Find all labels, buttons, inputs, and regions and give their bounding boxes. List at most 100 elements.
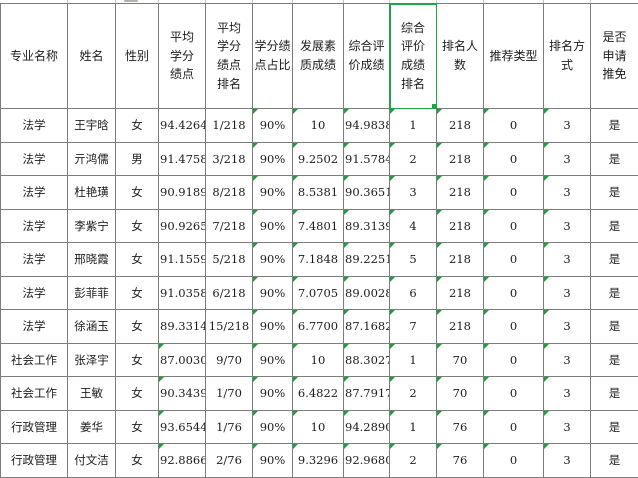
column-header-dev_score[interactable]: 发展素 质成绩	[293, 4, 344, 109]
cell-avg_gpa[interactable]: 93.6544	[159, 410, 206, 444]
cell-comp_score[interactable]: 88.3027	[344, 343, 390, 377]
cell-comp_score[interactable]: 90.3651	[344, 176, 390, 210]
cell-gpa_ratio[interactable]: 90%	[253, 243, 293, 277]
cell-name[interactable]: 杜艳璜	[68, 176, 116, 210]
cell-rank_method[interactable]: 3	[544, 343, 591, 377]
cell-comp_score[interactable]: 89.0028	[344, 276, 390, 310]
cell-avg_gpa[interactable]: 90.9265	[159, 209, 206, 243]
cell-gender[interactable]: 女	[116, 444, 159, 478]
cell-gpa_ratio[interactable]: 90%	[253, 109, 293, 143]
cell-rec_type[interactable]: 0	[484, 176, 544, 210]
cell-rec_type[interactable]: 0	[484, 377, 544, 411]
cell-apply_exempt[interactable]: 是	[591, 109, 638, 143]
cell-comp_score[interactable]: 89.3139	[344, 209, 390, 243]
cell-rec_type[interactable]: 0	[484, 310, 544, 344]
cell-gpa_ratio[interactable]: 90%	[253, 310, 293, 344]
cell-rank_method[interactable]: 3	[544, 209, 591, 243]
cell-major[interactable]: 行政管理	[1, 410, 68, 444]
cell-gpa_ratio[interactable]: 90%	[253, 142, 293, 176]
cell-rec_type[interactable]: 0	[484, 444, 544, 478]
cell-rank_method[interactable]: 3	[544, 410, 591, 444]
column-header-rec_type[interactable]: 推荐类型	[484, 4, 544, 109]
cell-gpa_ratio[interactable]: 90%	[253, 343, 293, 377]
cell-name[interactable]: 王宇晗	[68, 109, 116, 143]
cell-comp_rank[interactable]: 3	[390, 176, 437, 210]
cell-comp_rank[interactable]: 7	[390, 310, 437, 344]
cell-apply_exempt[interactable]: 是	[591, 310, 638, 344]
cell-comp_rank[interactable]: 6	[390, 276, 437, 310]
cell-dev_score[interactable]: 7.4801	[293, 209, 344, 243]
cell-major[interactable]: 法学	[1, 142, 68, 176]
cell-rank_count[interactable]: 218	[437, 109, 484, 143]
cell-avg_gpa_rank[interactable]: 15/218	[206, 310, 253, 344]
cell-comp_rank[interactable]: 1	[390, 109, 437, 143]
cell-avg_gpa[interactable]: 91.4758	[159, 142, 206, 176]
cell-avg_gpa_rank[interactable]: 1/218	[206, 109, 253, 143]
column-header-rank_count[interactable]: 排名人 数	[437, 4, 484, 109]
cell-comp_rank[interactable]: 1	[390, 410, 437, 444]
cell-gender[interactable]: 女	[116, 343, 159, 377]
cell-avg_gpa_rank[interactable]: 9/70	[206, 343, 253, 377]
cell-avg_gpa_rank[interactable]: 1/70	[206, 377, 253, 411]
cell-apply_exempt[interactable]: 是	[591, 343, 638, 377]
cell-avg_gpa[interactable]: 90.9189	[159, 176, 206, 210]
cell-gpa_ratio[interactable]: 90%	[253, 377, 293, 411]
cell-avg_gpa[interactable]: 92.8866	[159, 444, 206, 478]
cell-major[interactable]: 法学	[1, 243, 68, 277]
column-header-name[interactable]: 姓名	[68, 4, 116, 109]
cell-dev_score[interactable]: 10	[293, 109, 344, 143]
cell-name[interactable]: 彭菲菲	[68, 276, 116, 310]
cell-gpa_ratio[interactable]: 90%	[253, 276, 293, 310]
cell-gender[interactable]: 男	[116, 142, 159, 176]
cell-major[interactable]: 社会工作	[1, 343, 68, 377]
cell-apply_exempt[interactable]: 是	[591, 377, 638, 411]
cell-name[interactable]: 亓鸿儒	[68, 142, 116, 176]
cell-dev_score[interactable]: 9.3296	[293, 444, 344, 478]
cell-comp_score[interactable]: 94.2890	[344, 410, 390, 444]
cell-comp_score[interactable]: 89.2251	[344, 243, 390, 277]
cell-apply_exempt[interactable]: 是	[591, 444, 638, 478]
cell-avg_gpa_rank[interactable]: 3/218	[206, 142, 253, 176]
cell-comp_rank[interactable]: 2	[390, 444, 437, 478]
cell-rec_type[interactable]: 0	[484, 410, 544, 444]
cell-major[interactable]: 社会工作	[1, 377, 68, 411]
cell-apply_exempt[interactable]: 是	[591, 176, 638, 210]
cell-comp_rank[interactable]: 2	[390, 377, 437, 411]
cell-comp_rank[interactable]: 4	[390, 209, 437, 243]
cell-name[interactable]: 邢晓霞	[68, 243, 116, 277]
cell-gender[interactable]: 女	[116, 176, 159, 210]
column-header-avg_gpa[interactable]: 平均 学分 绩点	[159, 4, 206, 109]
cell-apply_exempt[interactable]: 是	[591, 243, 638, 277]
cell-gpa_ratio[interactable]: 90%	[253, 444, 293, 478]
cell-name[interactable]: 付文洁	[68, 444, 116, 478]
column-header-comp_score[interactable]: 综合评 价成绩	[344, 4, 390, 109]
cell-major[interactable]: 法学	[1, 176, 68, 210]
cell-rank_method[interactable]: 3	[544, 142, 591, 176]
cell-rank_count[interactable]: 218	[437, 276, 484, 310]
cell-major[interactable]: 行政管理	[1, 444, 68, 478]
cell-rank_count[interactable]: 218	[437, 310, 484, 344]
cell-gpa_ratio[interactable]: 90%	[253, 209, 293, 243]
cell-avg_gpa_rank[interactable]: 6/218	[206, 276, 253, 310]
cell-rank_method[interactable]: 3	[544, 176, 591, 210]
cell-gpa_ratio[interactable]: 90%	[253, 410, 293, 444]
cell-avg_gpa[interactable]: 94.4264	[159, 109, 206, 143]
cell-rank_count[interactable]: 70	[437, 377, 484, 411]
cell-apply_exempt[interactable]: 是	[591, 276, 638, 310]
cell-major[interactable]: 法学	[1, 209, 68, 243]
cell-comp_score[interactable]: 87.1682	[344, 310, 390, 344]
cell-rec_type[interactable]: 0	[484, 343, 544, 377]
cell-rank_count[interactable]: 218	[437, 176, 484, 210]
cell-dev_score[interactable]: 10	[293, 343, 344, 377]
cell-rank_method[interactable]: 3	[544, 310, 591, 344]
column-header-gpa_ratio[interactable]: 学分绩 点占比	[253, 4, 293, 109]
cell-gender[interactable]: 女	[116, 109, 159, 143]
cell-comp_score[interactable]: 94.9838	[344, 109, 390, 143]
cell-name[interactable]: 徐涵玉	[68, 310, 116, 344]
cell-avg_gpa_rank[interactable]: 7/218	[206, 209, 253, 243]
cell-dev_score[interactable]: 9.2502	[293, 142, 344, 176]
cell-gender[interactable]: 女	[116, 276, 159, 310]
column-header-rank_method[interactable]: 排名方 式	[544, 4, 591, 109]
cell-rank_method[interactable]: 3	[544, 377, 591, 411]
cell-dev_score[interactable]: 8.5381	[293, 176, 344, 210]
